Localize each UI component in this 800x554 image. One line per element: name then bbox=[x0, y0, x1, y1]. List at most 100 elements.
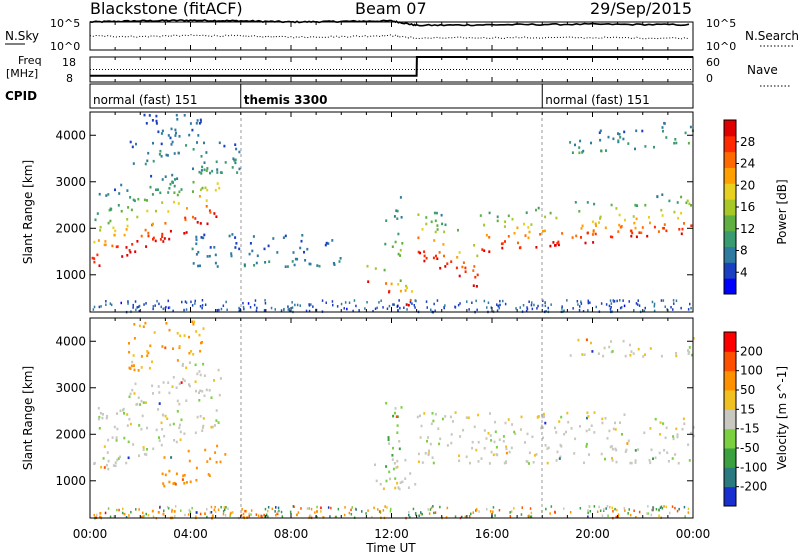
data-cell bbox=[423, 254, 426, 258]
data-cell bbox=[144, 228, 147, 232]
data-cell bbox=[183, 473, 186, 477]
data-cell bbox=[101, 416, 104, 420]
data-cell bbox=[176, 118, 179, 121]
data-cell bbox=[145, 512, 147, 516]
data-cell bbox=[284, 265, 287, 268]
data-cell bbox=[305, 309, 308, 313]
data-cell bbox=[153, 331, 156, 334]
data-cell bbox=[622, 137, 625, 141]
data-cell bbox=[472, 284, 475, 287]
colorbar-tick-label: 16 bbox=[740, 200, 755, 214]
data-cell bbox=[329, 515, 331, 518]
data-cell bbox=[99, 515, 101, 519]
data-cell bbox=[620, 225, 623, 228]
data-cell bbox=[136, 306, 138, 309]
data-cell bbox=[591, 233, 594, 236]
data-cell bbox=[464, 515, 467, 519]
x-tick-label: 08:00 bbox=[274, 527, 309, 541]
data-cell bbox=[446, 444, 449, 447]
data-cell bbox=[197, 250, 200, 254]
data-cell bbox=[396, 217, 399, 220]
data-cell bbox=[143, 514, 145, 518]
data-cell bbox=[206, 515, 208, 519]
data-cell bbox=[331, 239, 334, 242]
data-cell bbox=[161, 428, 164, 431]
data-cell bbox=[673, 141, 676, 145]
data-cell bbox=[533, 454, 536, 457]
data-cell bbox=[423, 412, 426, 415]
data-cell bbox=[161, 235, 164, 238]
data-cell bbox=[174, 514, 176, 518]
data-cell bbox=[650, 513, 653, 517]
data-cell bbox=[162, 307, 164, 311]
data-cell bbox=[528, 451, 531, 455]
data-cell bbox=[158, 439, 161, 442]
data-cell bbox=[683, 422, 686, 425]
data-cell bbox=[352, 309, 354, 313]
data-cell bbox=[102, 413, 104, 416]
data-cell bbox=[561, 232, 564, 235]
data-cell bbox=[195, 389, 197, 393]
data-cell bbox=[224, 161, 227, 164]
colorbar-tick-label: 15 bbox=[740, 402, 755, 416]
data-cell bbox=[414, 512, 417, 515]
data-cell bbox=[436, 299, 439, 302]
data-cell bbox=[525, 459, 528, 463]
data-cell bbox=[420, 424, 423, 428]
data-cell bbox=[687, 141, 690, 145]
data-cell bbox=[168, 328, 171, 332]
data-cell bbox=[296, 303, 299, 307]
data-cell bbox=[171, 140, 174, 144]
data-cell bbox=[604, 417, 607, 420]
data-cell bbox=[404, 477, 407, 480]
data-cell bbox=[173, 439, 176, 442]
data-cell bbox=[414, 483, 417, 486]
data-cell bbox=[202, 236, 205, 240]
data-cell bbox=[439, 266, 442, 270]
data-cell bbox=[182, 474, 185, 478]
data-cell bbox=[177, 202, 180, 205]
data-cell bbox=[630, 234, 633, 238]
data-cell bbox=[195, 242, 198, 246]
data-cell bbox=[271, 507, 274, 511]
x-tick-label: 04:00 bbox=[173, 527, 208, 541]
data-cell bbox=[537, 304, 539, 308]
data-cell bbox=[123, 233, 126, 237]
data-cell bbox=[293, 263, 296, 267]
data-cell bbox=[454, 306, 457, 309]
data-cell bbox=[496, 303, 498, 306]
data-cell bbox=[202, 424, 205, 428]
data-cell bbox=[483, 429, 486, 432]
data-cell bbox=[554, 426, 556, 430]
data-cell bbox=[176, 399, 179, 403]
data-cell bbox=[405, 284, 408, 288]
data-cell bbox=[535, 208, 537, 212]
freq-unit-label: [MHz] bbox=[6, 67, 38, 80]
data-cell bbox=[152, 515, 155, 518]
beam-label: Beam 07 bbox=[355, 0, 427, 18]
data-cell bbox=[395, 209, 398, 212]
data-cell bbox=[205, 199, 208, 202]
data-cell bbox=[656, 195, 659, 199]
data-cell bbox=[135, 508, 137, 511]
data-cell bbox=[532, 461, 535, 464]
data-cell bbox=[574, 437, 577, 441]
data-cell bbox=[489, 412, 491, 415]
data-cell bbox=[658, 514, 660, 517]
data-cell bbox=[98, 264, 101, 267]
data-cell bbox=[188, 459, 191, 463]
data-cell bbox=[322, 516, 325, 519]
data-cell bbox=[507, 418, 510, 421]
data-cell bbox=[505, 447, 508, 451]
data-cell bbox=[120, 301, 122, 305]
data-cell bbox=[629, 461, 632, 465]
data-cell bbox=[166, 505, 169, 509]
data-cell bbox=[394, 477, 397, 480]
data-cell bbox=[312, 305, 314, 308]
data-cell bbox=[433, 211, 436, 215]
x-tick-label: 20:00 bbox=[575, 527, 610, 541]
data-cell bbox=[181, 364, 184, 367]
data-cell bbox=[394, 407, 397, 410]
data-cell bbox=[167, 299, 169, 303]
